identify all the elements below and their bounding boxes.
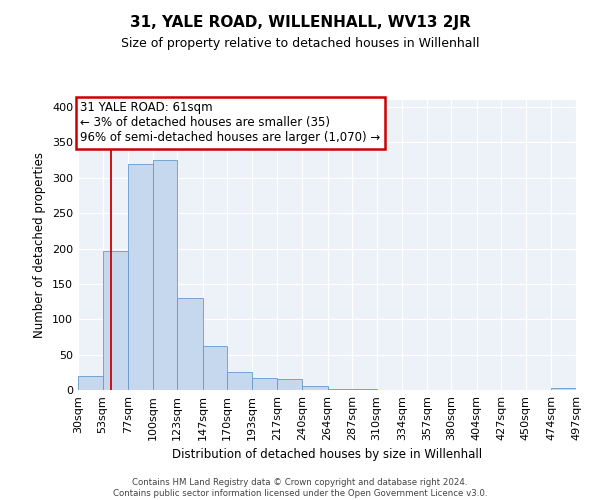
Bar [177, 298, 203, 390]
Bar [203, 346, 227, 390]
Text: 31 YALE ROAD: 61sqm
← 3% of detached houses are smaller (35)
96% of semi-detache: 31 YALE ROAD: 61sqm ← 3% of detached hou… [80, 102, 381, 144]
Bar [252, 378, 277, 390]
Text: Size of property relative to detached houses in Willenhall: Size of property relative to detached ho… [121, 38, 479, 51]
Text: 31, YALE ROAD, WILLENHALL, WV13 2JR: 31, YALE ROAD, WILLENHALL, WV13 2JR [130, 15, 470, 30]
Bar [103, 250, 128, 390]
Bar [277, 380, 302, 390]
Bar [78, 376, 103, 390]
Bar [227, 372, 252, 390]
X-axis label: Distribution of detached houses by size in Willenhall: Distribution of detached houses by size … [172, 448, 482, 462]
Y-axis label: Number of detached properties: Number of detached properties [34, 152, 46, 338]
Bar [128, 164, 152, 390]
Bar [302, 386, 328, 390]
Bar [328, 388, 352, 390]
Text: Contains HM Land Registry data © Crown copyright and database right 2024.
Contai: Contains HM Land Registry data © Crown c… [113, 478, 487, 498]
Bar [551, 388, 576, 390]
Bar [152, 160, 177, 390]
